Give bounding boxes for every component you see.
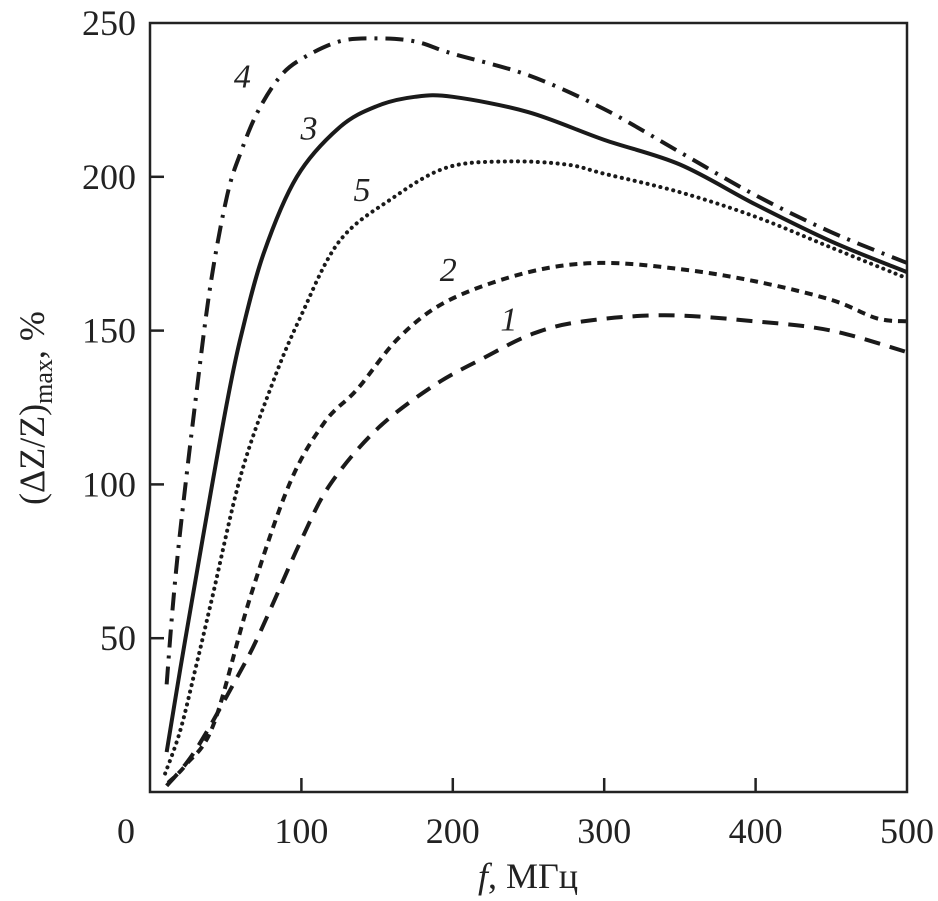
x-tick-label: 300 <box>577 811 631 851</box>
series-2-label: 2 <box>440 252 457 289</box>
y-tick-label: 250 <box>82 3 136 43</box>
y-axis-label: (ΔZ/Z)max, % <box>12 311 58 505</box>
y-tick-label: 50 <box>100 618 136 658</box>
series-5-label: 5 <box>353 172 370 209</box>
x-axis-label: f, МГц <box>478 856 578 896</box>
x-tick-label: 400 <box>729 811 783 851</box>
x-tick-label: 200 <box>426 811 480 851</box>
y-tick-label: 200 <box>82 157 136 197</box>
series-1-label: 1 <box>500 301 517 338</box>
series-4-line <box>164 36 908 685</box>
series-3-label: 3 <box>299 111 317 148</box>
x-tick-label: 0 <box>117 811 135 851</box>
x-tick-label: 100 <box>274 811 328 851</box>
series-5-line <box>163 159 909 776</box>
series-1-line <box>165 313 908 788</box>
y-tick-label: 150 <box>82 311 136 351</box>
y-tick-label: 100 <box>82 464 136 504</box>
series-2-line <box>166 260 908 785</box>
x-tick-label: 500 <box>880 811 934 851</box>
plot-frame <box>148 21 909 794</box>
series-3-line <box>164 93 908 753</box>
series-4-label: 4 <box>234 58 251 95</box>
